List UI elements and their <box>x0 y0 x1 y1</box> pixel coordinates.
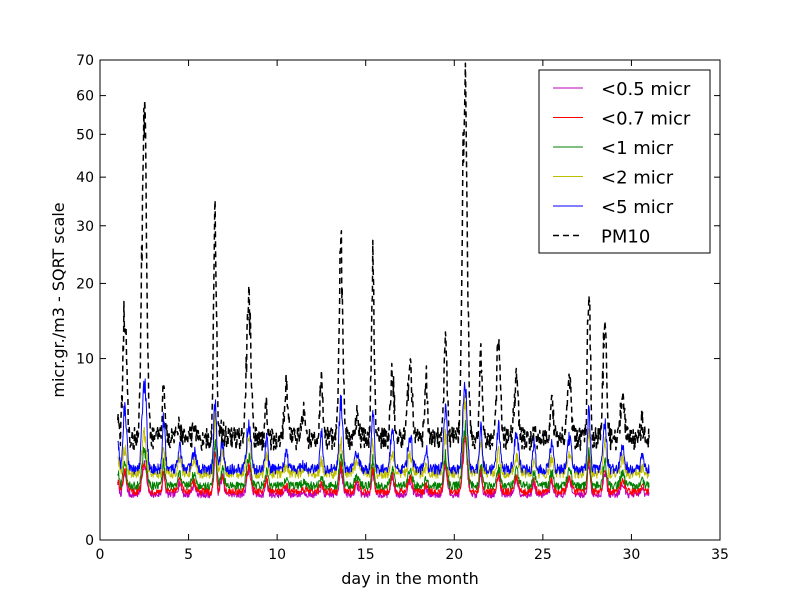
series-line-5 <box>116 62 650 452</box>
y-tick-label: 70 <box>76 53 94 69</box>
x-tick-label: 5 <box>184 547 193 563</box>
legend-label: <5 micr <box>601 197 674 218</box>
axis-ticks: 0 5 10 15 20 25 30 35 0 10 20 30 40 50 60 70 <box>76 53 729 563</box>
y-tick-label: 0 <box>85 533 94 549</box>
x-tick-label: 35 <box>711 547 729 563</box>
y-tick-label: 50 <box>76 127 94 143</box>
y-axis-label: micr.gr./m3 - SQRT scale <box>49 202 68 397</box>
x-axis-label: day in the month <box>341 569 478 588</box>
x-tick-label: 25 <box>534 547 552 563</box>
legend-label: PM10 <box>601 227 650 248</box>
x-tick-label: 20 <box>445 547 463 563</box>
series-line-2 <box>117 419 650 491</box>
legend-label: <1 micr <box>601 138 674 159</box>
legend-label: <2 micr <box>601 168 674 189</box>
legend: <0.5 micr <0.7 micr <1 micr <2 micr <5 micr P… <box>538 69 711 254</box>
plot-area <box>116 62 650 499</box>
y-tick-label: 10 <box>76 352 94 368</box>
x-tick-label: 0 <box>96 547 105 563</box>
series-line-4 <box>117 378 650 475</box>
legend-box <box>538 69 711 254</box>
y-tick-label: 30 <box>76 219 94 235</box>
axes-frame <box>99 59 721 541</box>
y-tick-label: 20 <box>76 276 94 292</box>
series-line-1 <box>117 431 650 496</box>
x-tick-label: 30 <box>623 547 641 563</box>
y-tick-label: 40 <box>76 170 94 186</box>
x-tick-label: 10 <box>268 547 286 563</box>
x-tick-label: 15 <box>357 547 375 563</box>
y-tick-label: 60 <box>76 89 94 105</box>
legend-label: <0.5 micr <box>601 79 691 100</box>
legend-label: <0.7 micr <box>601 109 691 130</box>
